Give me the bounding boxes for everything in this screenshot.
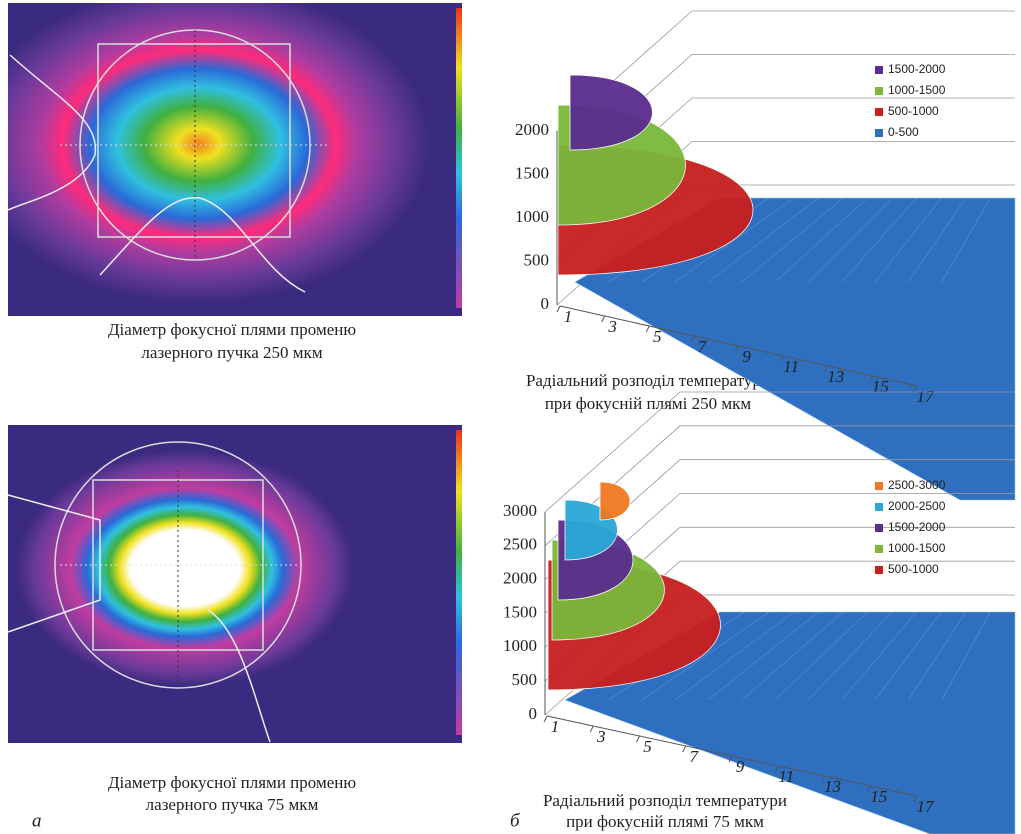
z-tick-label: 1500 bbox=[503, 602, 537, 621]
x-tick-label: 17 bbox=[917, 797, 936, 816]
x-tick-label: 15 bbox=[870, 787, 887, 806]
caption: при фокусній плямі 250 мкм bbox=[545, 394, 752, 413]
x-tick-label: 11 bbox=[783, 357, 799, 376]
x-tick bbox=[646, 326, 649, 332]
z-tick-label: 0 bbox=[529, 704, 538, 723]
z-tick-label: 1000 bbox=[515, 207, 549, 226]
x-tick-label: 1 bbox=[551, 717, 560, 736]
z-tick-label: 500 bbox=[512, 670, 538, 689]
legend-swatch bbox=[875, 87, 883, 95]
legend-label: 1000-1500 bbox=[888, 83, 946, 97]
legend-label: 1000-1500 bbox=[888, 541, 946, 555]
z-tick-label: 500 bbox=[524, 250, 550, 269]
figure: Діаметр фокусної плями променю лазерного… bbox=[0, 0, 1021, 834]
z-tick-label: 0 bbox=[541, 294, 550, 313]
legend-label: 1500-2000 bbox=[888, 520, 946, 534]
caption: при фокусній плямі 75 мкм bbox=[566, 812, 764, 831]
panel-label: б bbox=[510, 810, 521, 831]
legend-swatch bbox=[875, 482, 883, 490]
x-tick-label: 7 bbox=[690, 747, 700, 766]
legend-swatch bbox=[875, 545, 883, 553]
x-tick-label: 9 bbox=[736, 757, 745, 776]
caption: Діаметр фокусної плями променю bbox=[108, 320, 356, 339]
z-tick-label: 2000 bbox=[503, 569, 537, 588]
x-tick bbox=[637, 736, 640, 742]
x-tick-label: 5 bbox=[653, 327, 662, 346]
x-tick-label: 13 bbox=[827, 367, 844, 386]
legend-label: 2000-2500 bbox=[888, 499, 946, 513]
spot-image bbox=[8, 3, 462, 316]
surface-band bbox=[600, 482, 630, 520]
x-tick-label: 17 bbox=[917, 387, 936, 406]
spot-image bbox=[8, 425, 462, 743]
x-tick bbox=[590, 726, 593, 732]
legend-swatch bbox=[875, 108, 883, 116]
legend-label: 1500-2000 bbox=[888, 62, 946, 76]
z-tick-label: 3000 bbox=[503, 501, 537, 520]
z-tick-label: 1500 bbox=[515, 163, 549, 182]
legend-label: 500-1000 bbox=[888, 562, 939, 576]
legend-label: 0-500 bbox=[888, 125, 919, 139]
x-tick-label: 15 bbox=[872, 377, 889, 396]
legend-swatch bbox=[875, 524, 883, 532]
caption: лазерного пучка 75 мкм bbox=[146, 795, 319, 814]
x-tick-label: 3 bbox=[607, 317, 617, 336]
legend-swatch bbox=[875, 566, 883, 574]
x-tick-label: 11 bbox=[778, 767, 794, 786]
x-tick bbox=[544, 716, 547, 722]
legend-label: 500-1000 bbox=[888, 104, 939, 118]
panel-label: а bbox=[32, 810, 42, 831]
legend-swatch bbox=[875, 503, 883, 511]
caption: Радіальний розподіл температури bbox=[526, 371, 770, 390]
x-tick-label: 5 bbox=[643, 737, 652, 756]
x-tick-label: 1 bbox=[564, 307, 573, 326]
caption: лазерного пучка 250 мкм bbox=[141, 343, 322, 362]
z-tick-label: 2500 bbox=[503, 535, 537, 554]
z-tick-label: 2000 bbox=[515, 120, 549, 139]
x-tick-label: 9 bbox=[742, 347, 751, 366]
x-tick-label: 13 bbox=[824, 777, 841, 796]
x-tick bbox=[557, 306, 560, 312]
x-tick bbox=[683, 746, 686, 752]
caption: Радіальний розподіл температури bbox=[543, 791, 787, 810]
x-tick-label: 3 bbox=[596, 727, 606, 746]
legend-label: 2500-3000 bbox=[888, 478, 946, 492]
z-tick-label: 1000 bbox=[503, 636, 537, 655]
caption: Діаметр фокусної плями променю bbox=[108, 773, 356, 792]
x-tick bbox=[602, 316, 605, 322]
legend-swatch bbox=[875, 129, 883, 137]
legend-swatch bbox=[875, 66, 883, 74]
